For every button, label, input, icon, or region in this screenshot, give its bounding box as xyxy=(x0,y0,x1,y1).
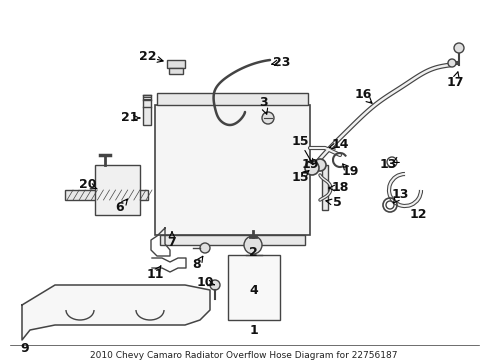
Text: 15: 15 xyxy=(291,135,308,148)
Text: 19: 19 xyxy=(341,166,358,179)
Text: 21: 21 xyxy=(121,112,139,125)
Bar xyxy=(169,68,183,74)
Bar xyxy=(155,105,309,235)
Bar xyxy=(160,235,305,245)
Text: 2: 2 xyxy=(248,246,257,258)
Text: 11: 11 xyxy=(146,267,163,280)
Text: 20: 20 xyxy=(79,179,97,192)
Text: 17: 17 xyxy=(446,76,463,89)
Bar xyxy=(142,95,151,125)
Text: 14: 14 xyxy=(330,139,348,152)
Circle shape xyxy=(313,159,325,171)
Text: 13: 13 xyxy=(379,158,396,171)
Text: 22: 22 xyxy=(139,50,157,63)
Polygon shape xyxy=(22,285,209,340)
Text: 8: 8 xyxy=(192,258,201,271)
Text: 10: 10 xyxy=(196,275,213,288)
Bar xyxy=(65,190,148,200)
Bar xyxy=(157,93,307,105)
Text: 19: 19 xyxy=(301,158,318,171)
Text: 3: 3 xyxy=(258,96,267,109)
Text: 13: 13 xyxy=(390,189,408,202)
Text: 6: 6 xyxy=(116,202,124,215)
Circle shape xyxy=(262,112,273,124)
Text: 16: 16 xyxy=(354,89,371,102)
Circle shape xyxy=(447,59,455,67)
Text: 2010 Chevy Camaro Radiator Overflow Hose Diagram for 22756187: 2010 Chevy Camaro Radiator Overflow Hose… xyxy=(90,351,397,360)
Circle shape xyxy=(200,243,209,253)
Circle shape xyxy=(305,161,318,175)
Text: 12: 12 xyxy=(408,208,426,221)
Bar xyxy=(95,165,140,215)
Text: 15: 15 xyxy=(291,171,308,184)
Text: 18: 18 xyxy=(331,181,348,194)
Bar xyxy=(227,255,280,320)
Text: 9: 9 xyxy=(20,342,29,355)
Circle shape xyxy=(209,280,220,290)
Circle shape xyxy=(453,43,463,53)
Circle shape xyxy=(244,236,262,254)
Bar xyxy=(321,165,327,210)
Text: 5: 5 xyxy=(332,197,341,210)
Text: 4: 4 xyxy=(249,284,258,297)
Text: 7: 7 xyxy=(167,235,176,248)
Bar xyxy=(167,60,184,68)
Text: 1: 1 xyxy=(249,324,258,337)
Text: 23: 23 xyxy=(273,55,290,68)
